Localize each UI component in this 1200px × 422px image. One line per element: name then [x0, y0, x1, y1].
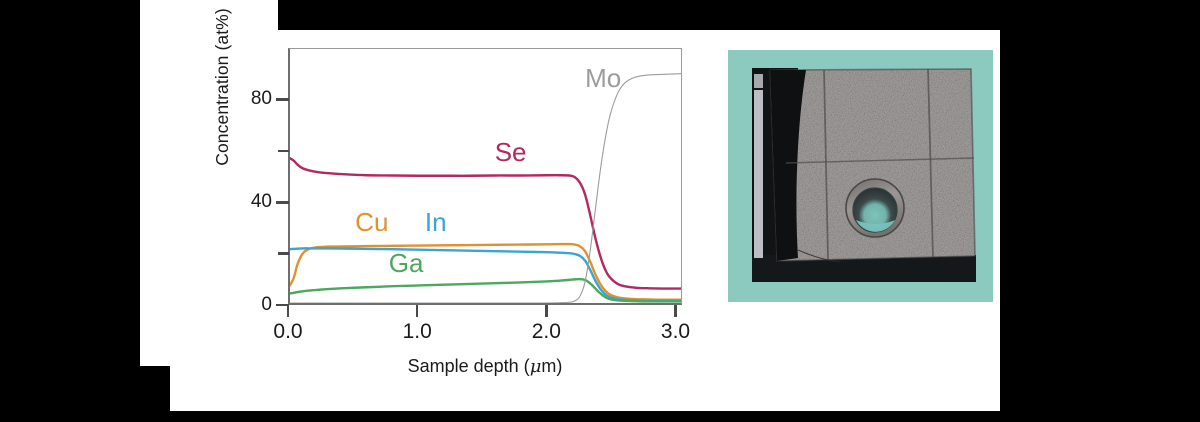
y-tick-40	[276, 201, 289, 204]
x-tick-0.0	[286, 305, 290, 317]
y-tick-60	[278, 149, 289, 153]
series-label-se: Se	[494, 137, 527, 168]
x-axis-title: Sample depth (μm)	[407, 356, 563, 377]
depth-profile-chart: Concentration (at%) 0 40 80 0.0 1.0 2.0 3.0 M…	[196, 8, 716, 396]
y-tick-label-0: 0	[261, 294, 272, 315]
series-line-in	[290, 248, 681, 300]
y-tick-80	[276, 98, 289, 101]
paper-region-left	[140, 0, 278, 366]
series-line-mo	[290, 74, 681, 303]
paper-region-bottom	[170, 366, 1000, 411]
series-line-ga	[290, 279, 681, 301]
series-label-mo: Mo	[585, 62, 622, 93]
y-tick-0	[276, 303, 289, 307]
series-line-cu	[290, 244, 681, 300]
sample-photo-graphic	[728, 50, 993, 302]
y-tick-20	[278, 252, 289, 255]
y-tick-label-80: 80	[250, 88, 272, 110]
x-tick-label-3.0: 3.0	[660, 320, 691, 343]
x-tick-label-2.0: 2.0	[531, 320, 561, 343]
plot-area	[288, 48, 682, 305]
x-tick-2.0	[545, 305, 548, 317]
x-tick-label-0.0: 0.0	[273, 320, 303, 343]
y-tick-label-40: 40	[250, 191, 272, 213]
series-line-se	[290, 158, 681, 288]
mu-symbol: μ	[529, 356, 542, 377]
x-tick-3.0	[674, 305, 677, 317]
x-tick-1.0	[415, 305, 419, 317]
series-label-cu: Cu	[355, 206, 389, 237]
series-label-in: In	[424, 206, 447, 237]
sample-photograph	[728, 50, 993, 302]
x-tick-label-1.0: 1.0	[402, 320, 432, 343]
plot-curves	[290, 49, 681, 303]
series-label-ga: Ga	[388, 247, 424, 278]
